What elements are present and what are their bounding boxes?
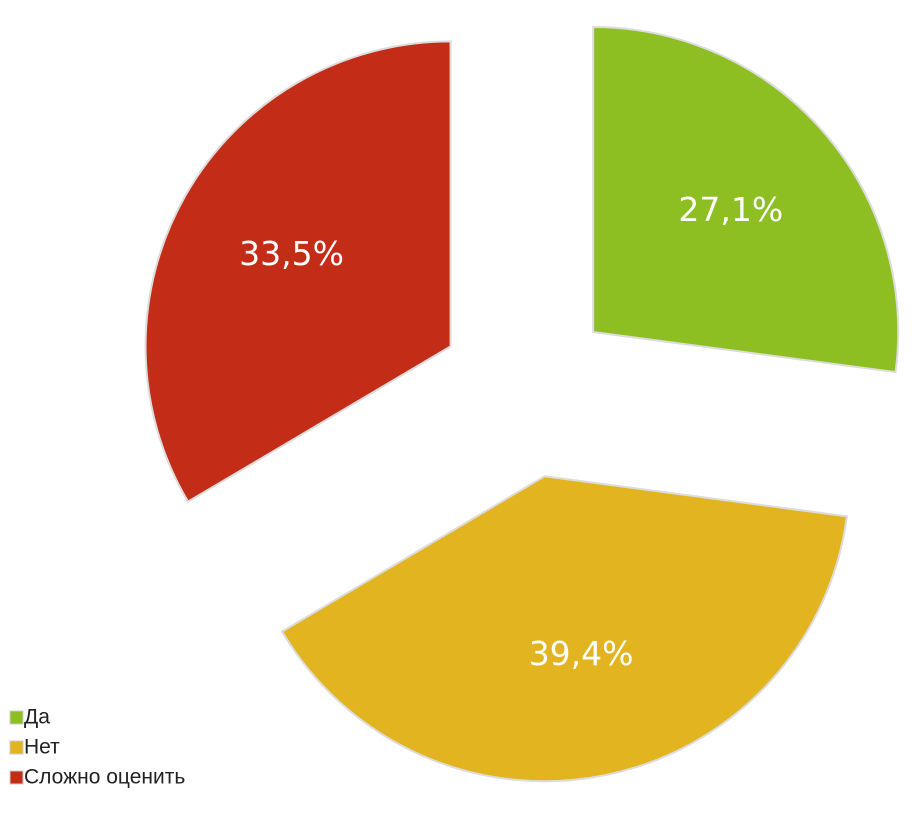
- legend-swatch: [9, 710, 24, 725]
- value-label: 33,5%: [239, 234, 344, 273]
- legend-label: Сложно оценить: [24, 766, 185, 789]
- pie-slice: [592, 26, 900, 374]
- legend-label: Да: [24, 706, 50, 729]
- value-label: 39,4%: [529, 634, 634, 673]
- pie-slice: [280, 475, 849, 783]
- pie-slice: [144, 40, 452, 504]
- legend-label: Нет: [24, 736, 60, 759]
- value-label: 27,1%: [678, 190, 783, 229]
- legend-swatch: [9, 770, 24, 785]
- legend-swatch: [9, 740, 24, 755]
